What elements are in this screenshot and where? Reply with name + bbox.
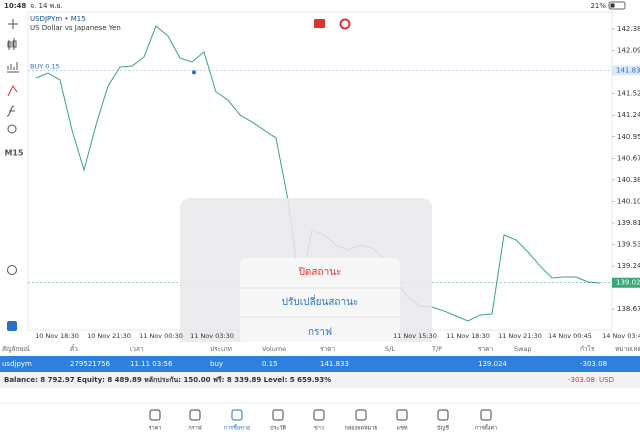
cell: buy [210, 360, 223, 368]
tab-icon[interactable] [189, 409, 201, 421]
trade-icon[interactable] [7, 321, 17, 331]
chart-description: US Dollar vs Japanese Yen [30, 24, 121, 32]
y-tick-label: 142.095 [617, 47, 640, 55]
x-tick-label: 10 Nov 21:30 [87, 332, 131, 340]
cell: usdjpym [2, 360, 32, 368]
table-header [0, 342, 640, 356]
x-tick-label: 11 Nov 03:30 [190, 332, 234, 340]
x-tick-label: 11 Nov 21:30 [498, 332, 542, 340]
summary-profit: -303.08 [568, 376, 595, 384]
battery-icon [608, 1, 626, 10]
column-header: S/L [385, 345, 395, 353]
summary-currency: USD [599, 376, 614, 384]
column-header: หมายเหตุ [615, 345, 640, 353]
price-label-bg [612, 277, 640, 288]
objects-icon[interactable] [7, 124, 17, 134]
indicator-icon[interactable] [339, 18, 351, 30]
tab-icon[interactable] [480, 409, 492, 421]
tab-label[interactable]: ประวัติ [270, 425, 286, 432]
tab-icon[interactable] [272, 409, 284, 421]
popup-modify[interactable]: ปรับเปลี่ยนสถานะ [282, 294, 359, 308]
y-tick-label: 138.675 [617, 305, 640, 313]
summary: Balance: 8 792.97 Equity: 8 489.89 หลักป… [4, 376, 331, 384]
cell: 139.024 [478, 360, 507, 368]
tab-label[interactable]: การตั้งค่า [475, 424, 497, 432]
y-tick-label: 141.525 [617, 90, 640, 98]
position-label: BUY 0.15 [30, 62, 60, 70]
x-tick-label: 11 Nov 15:30 [393, 332, 437, 340]
y-tick-label: 140.670 [617, 154, 640, 162]
tab-icon[interactable] [355, 409, 367, 421]
candles-icon[interactable] [7, 38, 17, 50]
y-tick-label: 140.385 [617, 176, 640, 184]
entry-marker [192, 70, 196, 75]
column-header: ตั๋ว [70, 344, 78, 353]
tab-label[interactable]: บัญชี [437, 425, 449, 432]
price-label-bg [612, 65, 640, 76]
x-tick-label: 11 Nov 00:30 [139, 332, 183, 340]
y-tick-label: 141.240 [617, 111, 640, 119]
tab-icon[interactable] [149, 409, 161, 421]
price-label: 141.833 [616, 66, 640, 74]
tab-icon[interactable] [231, 409, 243, 421]
x-tick-label: 14 Nov 03:4 [602, 332, 640, 340]
y-tick-label: 142.380 [617, 25, 640, 33]
cell: -303.08 [580, 360, 607, 368]
status-date: จ. 14 พ.ย. [30, 2, 63, 10]
y-tick-label: 139.815 [617, 219, 640, 227]
battery-level [610, 3, 615, 8]
x-tick-label: 14 Nov 00:45 [548, 332, 592, 340]
tab-label[interactable]: แชท [397, 425, 408, 432]
tab-icon[interactable] [437, 409, 449, 421]
y-tick-label: 139.530 [617, 240, 640, 248]
table-row[interactable] [0, 356, 640, 372]
y-tick-label: 140.955 [617, 133, 640, 141]
tab-icon[interactable] [313, 409, 325, 421]
popup-close[interactable]: ปิดสถานะ [298, 267, 341, 278]
flag-icon[interactable] [314, 19, 325, 28]
column-header: ราคา [320, 345, 335, 353]
column-header: ราคา [478, 345, 493, 353]
left-toolbar [6, 19, 19, 331]
cell: 141.833 [320, 360, 349, 368]
cell: 279521756 [70, 360, 111, 368]
y-tick-label: 139.245 [617, 262, 640, 270]
price-label: 139.024 [616, 279, 640, 287]
column-header: T/P [431, 345, 442, 353]
column-header: กำไร [580, 345, 595, 353]
column-header: Volume [262, 345, 286, 353]
y-tick-label: 140.100 [617, 197, 640, 205]
tab-label[interactable]: กราฟ [188, 425, 201, 432]
popup [240, 258, 400, 346]
x-tick-label: 10 Nov 18:30 [35, 332, 79, 340]
search-icon[interactable] [7, 265, 17, 275]
status-battery: 21% [590, 2, 606, 10]
chart-symbol: USDJPYm • M15 [30, 15, 86, 23]
column-header: Swap [514, 345, 532, 353]
function-icon[interactable] [6, 105, 15, 117]
column-header: ประเภท [210, 345, 232, 353]
cell: 0.15 [262, 360, 278, 368]
popup-chart[interactable]: กราฟ [308, 327, 332, 338]
column-header: เวลา [130, 345, 144, 353]
column-header: สัญลักษณ์ [2, 345, 30, 353]
tab-label[interactable]: การซื้อขาย [224, 424, 250, 432]
tab-label[interactable]: ข่าว [314, 426, 324, 432]
cell: 11.11 03:56 [130, 360, 173, 368]
timeframe[interactable]: M15 [4, 149, 24, 158]
tab-icon[interactable] [396, 409, 408, 421]
status-time: 10:48 [4, 2, 26, 10]
draw-icon[interactable] [7, 85, 18, 97]
tab-label[interactable]: ราคา [149, 426, 162, 432]
bars-icon[interactable] [7, 62, 19, 73]
crosshair-icon[interactable] [8, 19, 18, 29]
x-tick-label: 11 Nov 18:30 [446, 332, 490, 340]
tab-label[interactable]: กล่องจดหมาย [344, 426, 377, 432]
summary-bar [0, 372, 640, 388]
